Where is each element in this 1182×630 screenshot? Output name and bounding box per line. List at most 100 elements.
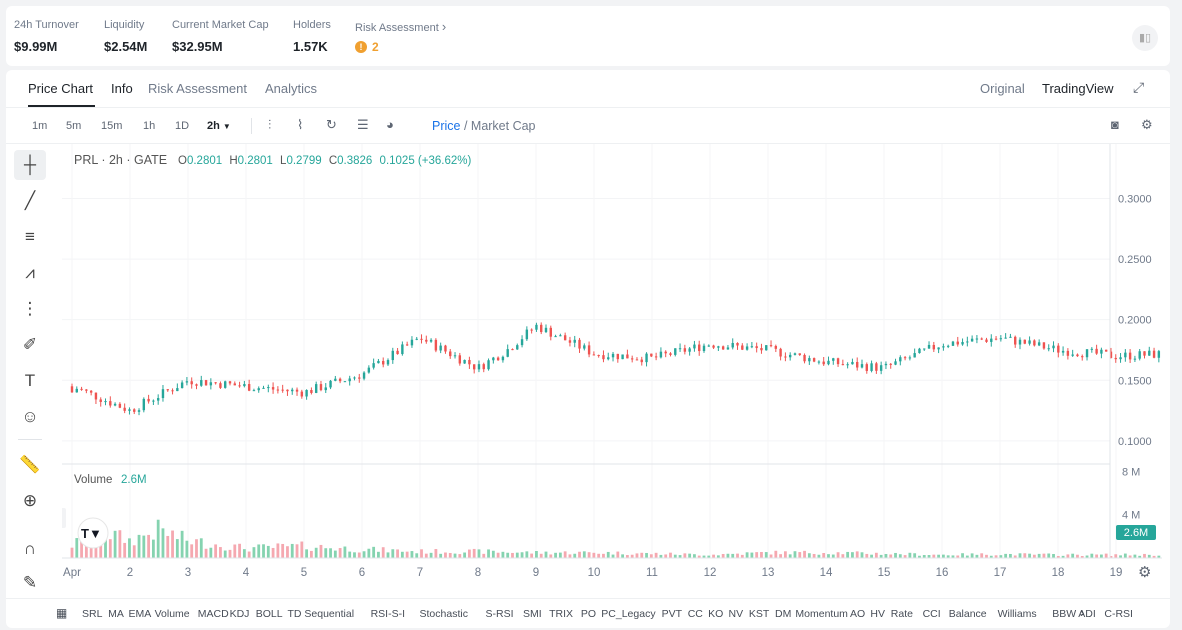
- indicator-td-sequential[interactable]: TD Sequential: [287, 608, 355, 620]
- candle-body: [774, 345, 778, 349]
- time-axis-settings-icon[interactable]: ⚙: [1138, 563, 1151, 581]
- timeframe-1m[interactable]: 1m: [32, 120, 48, 132]
- candle-body: [152, 400, 155, 402]
- volume-bar: [70, 547, 74, 558]
- volume-bar: [788, 554, 792, 558]
- horizontal-lines-icon[interactable]: ≡: [25, 227, 35, 246]
- indicator-s-rsi[interactable]: S-RSI: [485, 608, 514, 620]
- camera-icon[interactable]: ◙: [1111, 117, 1119, 132]
- indicator-macd[interactable]: MACD: [197, 608, 229, 620]
- tab-original[interactable]: Original: [980, 81, 1025, 96]
- crosshair-icon[interactable]: ┼: [14, 150, 46, 180]
- indicator-trix[interactable]: TRIX: [549, 608, 574, 620]
- candle-body: [721, 346, 725, 350]
- indicators-icon[interactable]: ⌇: [297, 117, 304, 132]
- calendar-icon[interactable]: ▦: [56, 606, 68, 620]
- timeframe-15m[interactable]: 15m: [101, 120, 123, 132]
- volume-bar: [654, 552, 658, 558]
- gear-icon[interactable]: ⚙: [1141, 117, 1153, 132]
- indicator-pc-legacy[interactable]: PC_Legacy: [601, 608, 656, 620]
- volume-bar: [482, 553, 486, 558]
- indicator-pvt[interactable]: PVT: [661, 608, 683, 620]
- candle-body: [884, 363, 888, 366]
- candle-body: [314, 384, 318, 393]
- pie-icon[interactable]: ◕: [386, 117, 394, 132]
- candle-body: [410, 339, 414, 346]
- indicator-nv[interactable]: NV: [728, 608, 744, 620]
- volume-bar: [712, 554, 715, 558]
- indicator-boll[interactable]: BOLL: [255, 608, 283, 620]
- zoom-in-icon[interactable]: ⊕: [22, 491, 38, 510]
- indicator-cc[interactable]: CC: [687, 608, 703, 620]
- ruler-icon[interactable]: 📏: [19, 455, 41, 474]
- volume-bar: [496, 552, 500, 558]
- indicator-ma[interactable]: MA: [108, 608, 124, 620]
- candle-body: [1090, 348, 1094, 350]
- pattern-icon[interactable]: ⩘: [25, 263, 35, 282]
- indicator-kst[interactable]: KST: [748, 608, 770, 620]
- candle-body: [654, 356, 658, 358]
- pencil-lock-icon[interactable]: ✎: [22, 573, 38, 592]
- indicator-ko[interactable]: KO: [708, 608, 724, 620]
- timeframe-5m[interactable]: 5m: [66, 120, 82, 132]
- indicator-ema[interactable]: EMA: [128, 608, 152, 620]
- candle-body: [1104, 349, 1108, 352]
- candle-body: [702, 345, 706, 352]
- indicator-williams[interactable]: Williams: [997, 608, 1037, 620]
- collapse-toolbar-handle[interactable]: [62, 508, 66, 528]
- timeframe-1h[interactable]: 1h: [143, 120, 156, 132]
- indicator-c-rsi[interactable]: C-RSI: [1104, 608, 1133, 620]
- indicator-smi[interactable]: SMI: [523, 608, 542, 620]
- indicator-srl[interactable]: SRL: [82, 608, 103, 620]
- indicator-momentum[interactable]: Momentum: [795, 608, 848, 620]
- volume-bar: [999, 555, 1003, 558]
- list-icon[interactable]: ☰: [357, 117, 369, 132]
- indicator-cci[interactable]: CCI: [922, 608, 941, 620]
- time-tick-label: 15: [878, 567, 891, 579]
- market-cap-option[interactable]: Market Cap: [470, 119, 536, 133]
- indicator-po[interactable]: PO: [580, 608, 597, 620]
- price-marketcap-toggle[interactable]: Price / Market Cap: [432, 119, 536, 133]
- risk-assessment-link[interactable]: Risk Assessment › ! 2: [355, 19, 446, 54]
- candle-body: [951, 341, 955, 346]
- indicator-rate[interactable]: Rate: [890, 608, 913, 620]
- candle-body: [1018, 339, 1022, 345]
- indicator-hv[interactable]: HV: [870, 608, 885, 620]
- price-option[interactable]: Price: [432, 119, 461, 133]
- indicator-ao[interactable]: AO: [850, 608, 866, 620]
- indicator-adi[interactable]: ADI: [1078, 608, 1096, 620]
- volume-bar: [783, 551, 787, 558]
- tab-price-chart[interactable]: Price Chart: [28, 81, 94, 96]
- brush-icon[interactable]: ✐: [22, 335, 38, 354]
- tab-info[interactable]: Info: [111, 81, 133, 96]
- candle-body: [980, 338, 983, 340]
- book-icon[interactable]: ▮▯: [1132, 25, 1158, 51]
- price-chart[interactable]: 0.1000 0.1500 0.2000 0.2500 0.3000 4 M 8 M Ap…: [62, 144, 1162, 594]
- indicator-balance[interactable]: Balance: [948, 608, 987, 620]
- tab-analytics[interactable]: Analytics: [265, 81, 318, 96]
- volume-bar: [587, 552, 591, 558]
- trend-line-icon[interactable]: ╱: [24, 191, 36, 210]
- expand-icon[interactable]: ⤢: [1133, 79, 1145, 95]
- indicator-kdj[interactable]: KDJ: [229, 608, 250, 620]
- indicator-bbw[interactable]: BBW: [1052, 608, 1077, 620]
- candles-icon[interactable]: ⫶: [268, 117, 272, 132]
- candle-body: [769, 345, 773, 347]
- refresh-icon[interactable]: ↻: [326, 117, 337, 132]
- indicator-volume[interactable]: Volume: [154, 608, 190, 620]
- indicator-dm[interactable]: DM: [775, 608, 792, 620]
- chevron-right-icon[interactable]: ›: [1080, 605, 1085, 620]
- candle-body: [717, 346, 720, 348]
- tab-tradingview[interactable]: TradingView: [1042, 81, 1114, 96]
- text-icon[interactable]: T: [24, 371, 36, 390]
- timeframe-1d[interactable]: 1D: [175, 120, 190, 132]
- candle-body: [563, 335, 567, 341]
- timeframe-2h[interactable]: 2h ▼: [207, 120, 231, 132]
- indicator-rsi-s-i[interactable]: RSI-S-I: [370, 608, 406, 620]
- emoji-icon[interactable]: ☺: [21, 407, 39, 426]
- stat-value: $2.54M: [104, 39, 148, 54]
- magnet-icon[interactable]: ∩: [23, 539, 37, 558]
- indicator-stochastic[interactable]: Stochastic: [419, 608, 468, 620]
- tab-risk-assessment[interactable]: Risk Assessment: [148, 81, 247, 96]
- fib-icon[interactable]: ⋮: [21, 299, 39, 318]
